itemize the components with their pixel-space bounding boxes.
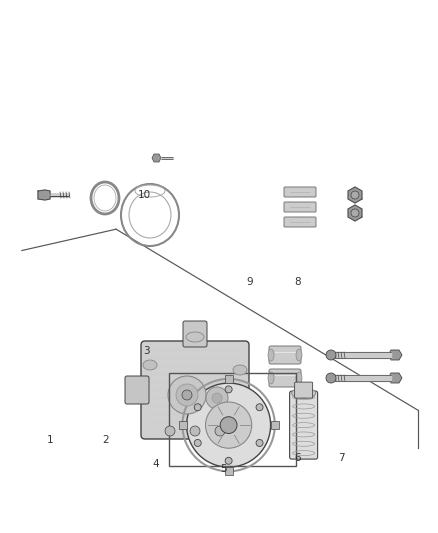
Text: 10: 10 bbox=[138, 190, 151, 199]
Circle shape bbox=[256, 439, 263, 447]
Ellipse shape bbox=[296, 349, 302, 361]
Text: 7: 7 bbox=[338, 454, 345, 463]
Text: 2: 2 bbox=[102, 435, 109, 445]
Text: 4: 4 bbox=[152, 459, 159, 469]
Circle shape bbox=[256, 404, 263, 411]
Polygon shape bbox=[152, 154, 161, 162]
FancyBboxPatch shape bbox=[125, 376, 149, 404]
Bar bbox=[271, 421, 279, 429]
Circle shape bbox=[190, 426, 200, 436]
Ellipse shape bbox=[187, 383, 271, 467]
Ellipse shape bbox=[268, 349, 274, 361]
FancyBboxPatch shape bbox=[284, 202, 316, 212]
FancyBboxPatch shape bbox=[269, 346, 301, 364]
Text: 6: 6 bbox=[294, 454, 301, 463]
Circle shape bbox=[326, 350, 336, 360]
Circle shape bbox=[215, 426, 225, 436]
FancyBboxPatch shape bbox=[295, 382, 313, 398]
Text: 1: 1 bbox=[47, 435, 54, 445]
Polygon shape bbox=[348, 187, 362, 203]
Bar bbox=[225, 375, 233, 383]
Circle shape bbox=[351, 209, 359, 217]
Circle shape bbox=[182, 390, 192, 400]
Ellipse shape bbox=[296, 372, 302, 384]
Circle shape bbox=[194, 404, 201, 411]
Circle shape bbox=[168, 376, 206, 414]
FancyBboxPatch shape bbox=[284, 187, 316, 197]
Ellipse shape bbox=[143, 360, 157, 370]
Polygon shape bbox=[38, 190, 50, 200]
Polygon shape bbox=[348, 205, 362, 221]
Text: 3: 3 bbox=[143, 346, 150, 356]
FancyBboxPatch shape bbox=[284, 217, 316, 227]
Ellipse shape bbox=[268, 372, 274, 384]
Circle shape bbox=[326, 373, 336, 383]
FancyBboxPatch shape bbox=[141, 341, 249, 439]
Circle shape bbox=[176, 384, 198, 406]
Text: 5: 5 bbox=[220, 464, 227, 474]
FancyBboxPatch shape bbox=[290, 391, 318, 459]
Ellipse shape bbox=[292, 388, 316, 398]
Ellipse shape bbox=[233, 365, 247, 375]
Polygon shape bbox=[388, 350, 402, 360]
Circle shape bbox=[351, 191, 359, 199]
Ellipse shape bbox=[186, 332, 204, 342]
FancyBboxPatch shape bbox=[269, 369, 301, 387]
Bar bbox=[225, 467, 233, 475]
Text: 8: 8 bbox=[294, 278, 301, 287]
Bar bbox=[179, 421, 187, 429]
Circle shape bbox=[225, 457, 232, 464]
FancyBboxPatch shape bbox=[183, 321, 207, 347]
Bar bbox=[169, 373, 296, 466]
Circle shape bbox=[165, 426, 175, 436]
Circle shape bbox=[206, 387, 228, 409]
Circle shape bbox=[212, 393, 222, 403]
Circle shape bbox=[220, 417, 237, 433]
Polygon shape bbox=[388, 373, 402, 383]
Circle shape bbox=[194, 439, 201, 447]
Circle shape bbox=[205, 402, 252, 448]
Circle shape bbox=[225, 386, 232, 393]
Text: 9: 9 bbox=[246, 278, 253, 287]
